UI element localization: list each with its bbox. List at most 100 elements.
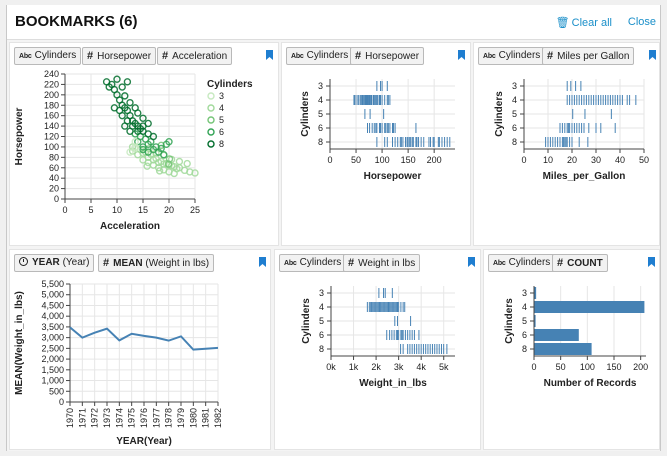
y-tick-label: 1,500 (41, 365, 64, 375)
bookmark-icon[interactable] (468, 257, 475, 267)
data-point (131, 143, 139, 151)
data-point (143, 162, 151, 170)
bar (534, 287, 537, 299)
legend-symbol (207, 104, 215, 112)
field-pill-cylinders[interactable]: Abc Cylinders (279, 254, 347, 272)
x-tick-label: 50 (556, 362, 566, 372)
x-tick-label: 0k (326, 362, 336, 372)
x-axis-title: Acceleration (100, 221, 160, 232)
bar (534, 301, 645, 313)
y-tick-label: 5,000 (41, 290, 64, 300)
bookmark-icon[interactable] (458, 50, 465, 60)
number-type-icon: # (557, 257, 564, 269)
y-tick-label: 4 (319, 302, 324, 312)
field-pill-cylinders[interactable]: Abc Cylinders (14, 47, 82, 65)
line-chart-weight: 05001,0001,5002,0002,5003,0003,5004,0004… (14, 279, 223, 447)
x-tick-label: 1975 (127, 408, 137, 428)
bookmark-card-acceleration-horsepower: Abc Cylinders # Horsepower # Acceleration 0… (9, 42, 279, 246)
y-axis-title: Cylinders (504, 298, 515, 344)
bookmark-card-cylinders-count: Abc Cylinders # COUNT 0 50 100 150 200 3 4 5 6 8 Num… (483, 249, 660, 450)
y-tick-label: 2,500 (41, 343, 64, 353)
bookmark-icon[interactable] (649, 50, 656, 60)
y-tick-label: 3 (522, 288, 527, 298)
x-tick-label: 20 (567, 155, 577, 165)
x-axis-title: Weight_in_lbs (359, 378, 427, 389)
legend-symbol (207, 116, 215, 124)
field-pill-acceleration[interactable]: # Acceleration (157, 47, 233, 65)
field-pill-year[interactable]: YEAR (Year) (14, 254, 95, 272)
x-tick-label: 1976 (139, 408, 149, 428)
data-point (155, 167, 164, 175)
x-tick-label: 1982 (213, 408, 223, 428)
series-line (69, 326, 219, 351)
x-tick-label: 100 (375, 155, 390, 165)
field-pill-miles-per-gallon[interactable]: # Miles per Gallon (542, 47, 635, 65)
bookmark-icon[interactable] (259, 257, 266, 267)
tick-chart-mpg: 0 10 20 30 40 50 3 4 5 6 8 Miles_per_Gallon Cylinder… (494, 79, 649, 182)
field-pill-cylinders[interactable]: Abc Cylinders (478, 47, 546, 65)
clear-all-button[interactable]: 🗑 Clear all (556, 16, 612, 29)
text-type-icon: Abc (493, 260, 506, 267)
x-tick-label: 2k (371, 362, 381, 372)
bookmark-icon[interactable] (648, 257, 655, 267)
data-point (131, 138, 139, 146)
y-tick-label: 220 (44, 79, 59, 89)
bookmark-card-cylinders-weight: Abc Cylinders # Weight in lbs 0k 1k 2k 3k 4k 5k… (274, 249, 481, 450)
x-tick-label: 1971 (77, 408, 87, 428)
field-pill-horsepower[interactable]: # Horsepower (82, 47, 157, 65)
y-axis-title: Horsepower (14, 107, 25, 165)
data-point (110, 104, 119, 112)
y-tick-label: 200 (44, 90, 59, 100)
number-type-icon: # (348, 257, 355, 269)
data-point (121, 122, 129, 130)
field-pill-weight[interactable]: # Weight in lbs (343, 254, 421, 272)
clear-all-label: Clear all (571, 17, 612, 29)
y-axis-title: Cylinders (494, 91, 505, 137)
field-pill-count[interactable]: # COUNT (552, 254, 608, 272)
x-tick-label: 200 (427, 155, 442, 165)
number-type-icon: # (547, 50, 554, 62)
y-tick-label: 240 (44, 69, 59, 79)
y-tick-label: 40 (49, 173, 59, 183)
field-pill-mean-weight[interactable]: # MEAN (Weight in lbs) (98, 254, 215, 272)
y-tick-label: 8 (512, 137, 517, 147)
bookmark-icon[interactable] (266, 50, 273, 60)
x-tick-label: 1978 (164, 408, 174, 428)
data-point (157, 144, 165, 153)
y-tick-label: 5,500 (41, 279, 64, 289)
x-tick-label: 200 (633, 362, 648, 372)
y-tick-label: 0 (59, 397, 64, 407)
data-point (165, 138, 173, 146)
data-point (123, 78, 132, 86)
clock-icon (19, 257, 28, 266)
tick-chart-horsepower: 0 50 100 150 200 3 4 5 6 8 Horsepower Cylinders (300, 79, 455, 182)
y-tick-label: 3,500 (41, 322, 64, 332)
y-tick-label: 6 (522, 330, 527, 340)
x-tick-label: 0 (521, 155, 526, 165)
legend-symbol (207, 128, 215, 136)
close-button[interactable]: Close (627, 16, 656, 28)
legend-title: Cylinders (207, 79, 253, 90)
y-axis-title: Cylinders (300, 91, 311, 137)
number-type-icon: # (103, 257, 110, 269)
y-tick-label: 4,000 (41, 311, 64, 321)
x-tick-label: 1972 (90, 408, 100, 428)
y-tick-label: 80 (49, 152, 59, 162)
field-pill-cylinders[interactable]: Abc Cylinders (488, 254, 556, 272)
data-point (183, 159, 191, 168)
y-tick-label: 8 (522, 344, 527, 354)
trash-icon: 🗑 (555, 17, 570, 29)
field-pill-horsepower[interactable]: # Horsepower (350, 47, 425, 65)
data-point (121, 92, 129, 100)
data-point (113, 75, 121, 83)
y-tick-label: 1,000 (41, 376, 64, 386)
y-tick-label: 4 (318, 95, 323, 105)
x-tick-label: 20 (164, 205, 174, 215)
y-tick-label: 3 (318, 81, 323, 91)
x-tick-label: 1974 (114, 408, 124, 428)
y-axis-title: Cylinders (301, 298, 312, 344)
field-pill-cylinders[interactable]: Abc Cylinders (286, 47, 354, 65)
x-axis-title: Number of Records (544, 378, 637, 389)
data-point (126, 98, 134, 107)
y-tick-label: 140 (44, 121, 59, 131)
